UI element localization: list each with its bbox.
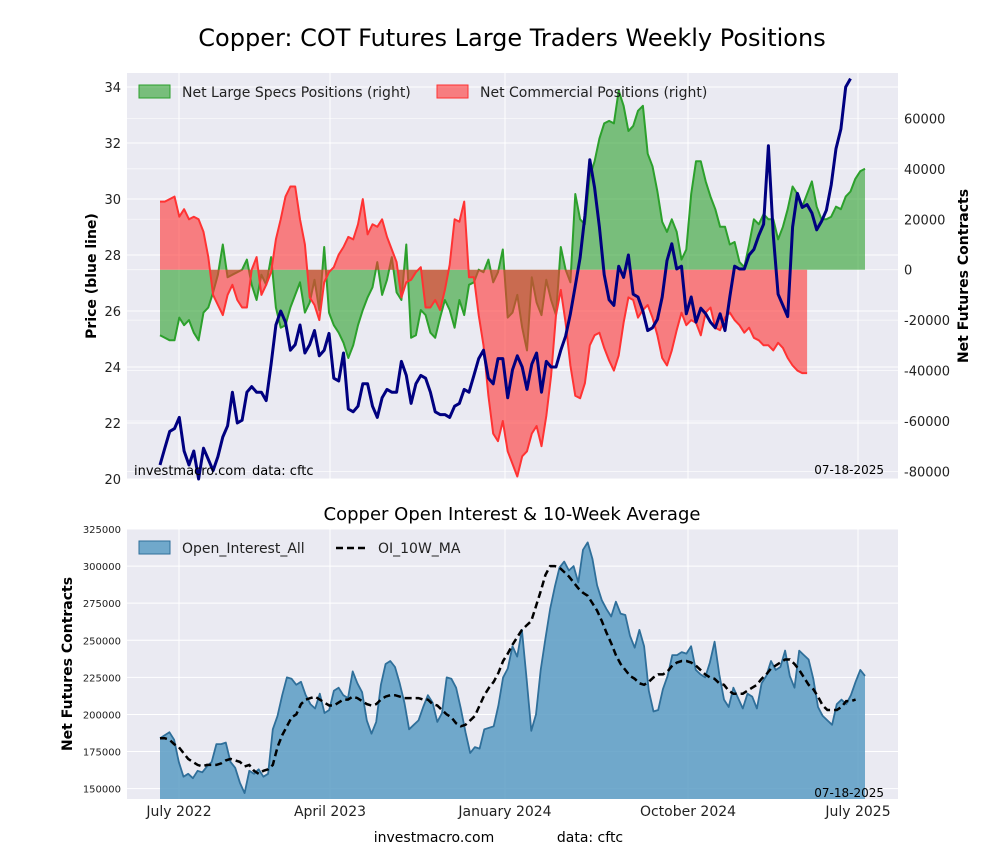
legend-label-oi: Open_Interest_All	[182, 541, 305, 557]
price-line-path	[158, 77, 852, 481]
top-left-axis-label: Price (blue line)	[84, 213, 100, 339]
bottom-x-tick-label: July 2022	[145, 804, 211, 820]
bottom-y-tick-label: 325000	[83, 525, 121, 536]
oi-10w-ma-line	[160, 564, 856, 776]
bottom-y-axis-ticks: 150000 175000 200000 225000 250000 275000 3000…	[83, 525, 121, 796]
top-left-tick-label: 20	[104, 473, 121, 488]
bottom-y-tick-label: 200000	[83, 710, 121, 721]
oi-area-edge	[159, 541, 866, 794]
top-date-label: 07-18-2025	[814, 463, 884, 477]
bottom-x-axis-ticks: July 2022 April 2023 January 2024 October 2…	[145, 804, 890, 820]
bottom-y-tick-label: 275000	[83, 599, 121, 610]
bottom-legend: Open_Interest_All OI_10W_MA	[138, 540, 461, 557]
top-right-tick-label: 20000	[904, 213, 945, 228]
oi-area-fill	[160, 542, 865, 799]
bottom-y-tick-label: 250000	[83, 636, 121, 647]
net-commercial-area	[160, 185, 808, 478]
top-left-tick-label: 30	[104, 193, 121, 208]
commercial-area-fill	[160, 186, 808, 477]
top-right-tick-label: -80000	[904, 465, 950, 480]
top-right-tick-label: 0	[904, 264, 912, 279]
footer-data: data: cftc	[557, 830, 623, 846]
top-left-tick-label: 22	[104, 417, 121, 432]
open-interest-area	[159, 541, 866, 799]
bottom-x-tick-label: April 2023	[294, 804, 366, 820]
top-left-tick-label: 26	[104, 305, 121, 320]
top-watermark-site: investmacro.com	[134, 464, 246, 479]
legend-label-specs: Net Large Specs Positions (right)	[182, 85, 411, 101]
top-left-tick-label: 32	[104, 137, 121, 152]
legend-swatch-oi	[138, 540, 171, 555]
footer-site: investmacro.com	[374, 830, 494, 846]
top-left-tick-label: 28	[104, 249, 121, 264]
bottom-y-tick-label: 225000	[83, 673, 121, 684]
bottom-y-tick-label: 150000	[83, 785, 121, 796]
top-left-axis-ticks: 20 22 24 26 28 30 32 34	[104, 81, 121, 488]
legend-swatch-commercial	[436, 84, 469, 99]
legend-swatch-specs	[138, 84, 171, 99]
top-right-tick-label: 40000	[904, 163, 945, 178]
top-right-axis-label: Net Futures Contracts	[956, 189, 972, 363]
legend-label-commercial: Net Commercial Positions (right)	[480, 85, 707, 101]
legend-label-ma: OI_10W_MA	[378, 541, 461, 557]
bottom-date-label: 07-18-2025	[814, 786, 884, 800]
top-right-tick-label: 60000	[904, 112, 945, 127]
bottom-chart-title: Copper Open Interest & 10-Week Average	[324, 504, 701, 525]
specs-area-fill	[160, 90, 865, 358]
top-right-axis-ticks: -80000 -60000 -40000 -20000 0 20000 40000 60000	[904, 112, 950, 480]
bottom-y-tick-label: 175000	[83, 748, 121, 759]
ma-line-path	[160, 564, 856, 776]
top-right-tick-label: -60000	[904, 415, 950, 430]
top-watermark-data: data: cftc	[252, 464, 314, 479]
top-left-tick-label: 34	[104, 81, 121, 96]
bottom-x-tick-label: July 2025	[824, 804, 890, 820]
top-left-tick-label: 24	[104, 361, 121, 376]
bottom-y-tick-label: 300000	[83, 562, 121, 573]
price-line	[158, 77, 852, 481]
bottom-x-tick-label: January 2024	[457, 804, 551, 820]
commercial-area-edge	[160, 185, 808, 478]
top-right-tick-label: -40000	[904, 365, 950, 380]
top-legend: Net Large Specs Positions (right) Net Co…	[138, 84, 707, 101]
figure-title: Copper: COT Futures Large Traders Weekly…	[198, 24, 825, 52]
bottom-y-axis-label: Net Futures Contracts	[60, 577, 76, 751]
bottom-x-tick-label: October 2024	[640, 804, 736, 820]
top-right-tick-label: -20000	[904, 314, 950, 329]
